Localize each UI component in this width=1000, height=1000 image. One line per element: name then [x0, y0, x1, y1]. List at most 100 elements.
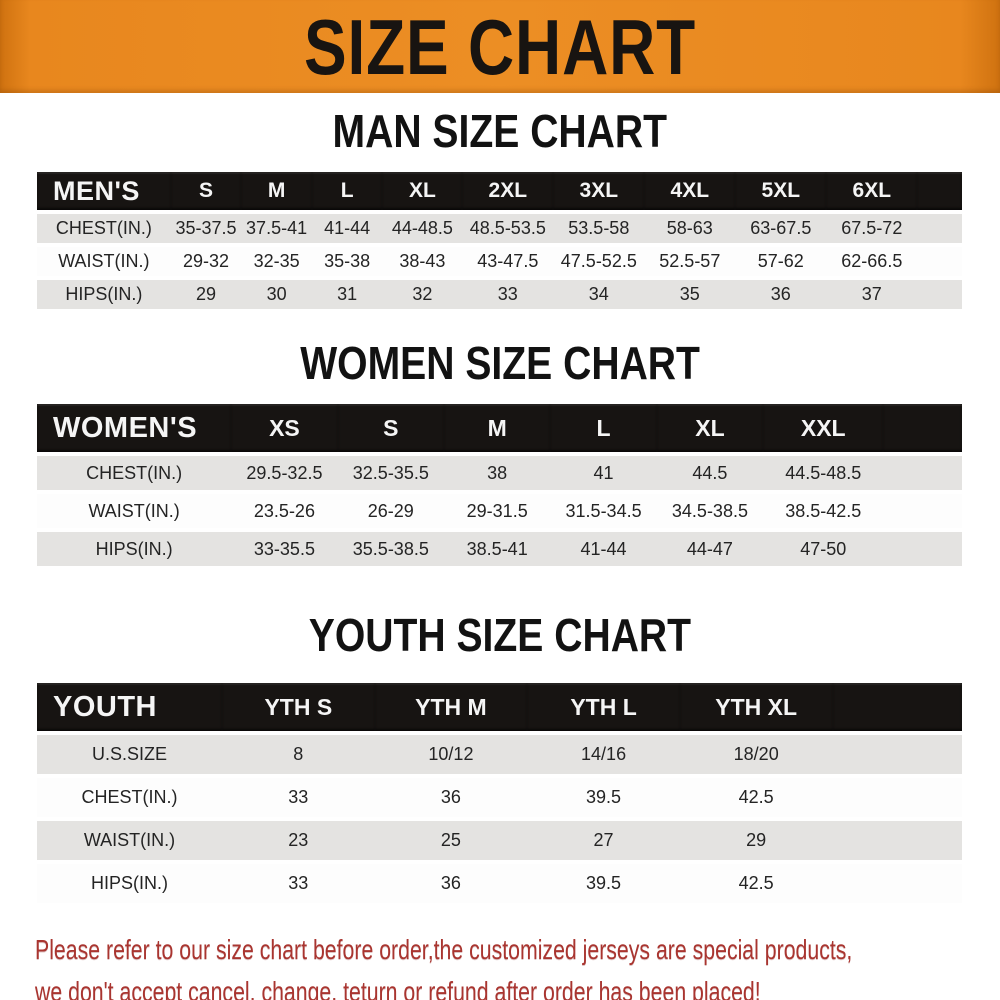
cell-value: 42.5 — [679, 864, 833, 907]
header-filler — [917, 172, 962, 214]
column-header: 6XL — [826, 172, 918, 214]
cell-value: 44.5-48.5 — [763, 456, 884, 494]
banner-title: SIZE CHART — [304, 2, 696, 91]
header-row: YOUTH YTH S YTH M YTH L YTH XL — [37, 683, 962, 735]
column-header: XL — [382, 172, 463, 214]
section-men: MAN SIZE CHART MEN'S S M L XL 2XL 3XL 4XL 5XL 6XL C… — [0, 108, 1000, 313]
youth-heading-text: YOUTH SIZE CHART — [308, 609, 692, 661]
cell-value: 27 — [527, 821, 680, 864]
women-section-heading: WOMEN SIZE CHART — [0, 340, 1000, 386]
cell-value: 25 — [374, 821, 528, 864]
cell-value: 10/12 — [374, 735, 528, 778]
row-filler — [832, 735, 962, 778]
table-row: WAIST(IN.) 29-32 32-35 35-38 38-43 43-47.5 47.… — [37, 247, 962, 280]
cell-value: 29 — [679, 821, 833, 864]
cell-value: 52.5-57 — [644, 247, 736, 280]
row-filler — [917, 247, 962, 280]
footer-note: Please refer to our size chart before or… — [35, 931, 1000, 1000]
row-label: WAIST(IN.) — [37, 494, 232, 532]
row-label: WAIST(IN.) — [37, 247, 171, 280]
cell-value: 29-32 — [170, 247, 242, 280]
cell-value: 43-47.5 — [462, 247, 554, 280]
column-header: YTH XL — [679, 683, 833, 735]
cell-value: 39.5 — [527, 864, 680, 907]
table-row: CHEST(IN.) 33 36 39.5 42.5 — [37, 778, 962, 821]
cell-value: 29 — [170, 280, 242, 313]
cell-value: 41 — [550, 456, 657, 494]
row-filler — [832, 778, 962, 821]
youth-size-table: YOUTH YTH S YTH M YTH L YTH XL U.S.SIZE 8 10/12… — [37, 683, 962, 907]
cell-value: 35 — [644, 280, 736, 313]
youth-corner-label: YOUTH — [37, 683, 222, 735]
cell-value: 26-29 — [337, 494, 444, 532]
cell-value: 8 — [222, 735, 375, 778]
cell-value: 34 — [553, 280, 645, 313]
column-header: 4XL — [644, 172, 736, 214]
cell-value: 44.5 — [656, 456, 764, 494]
women-corner-label: WOMEN'S — [37, 404, 232, 456]
women-size-table: WOMEN'S XS S M L XL XXL CHEST(IN.) 29.5-32.5 32.5… — [37, 404, 962, 570]
cell-value: 38.5-42.5 — [763, 494, 884, 532]
cell-value: 31 — [311, 280, 383, 313]
footer-line-1-text: Please refer to our size chart before or… — [35, 934, 853, 965]
row-label: WAIST(IN.) — [37, 821, 222, 864]
cell-value: 33-35.5 — [231, 532, 338, 570]
men-section-heading: MAN SIZE CHART — [0, 108, 1000, 154]
section-women: WOMEN SIZE CHART WOMEN'S XS S M L XL XXL CHEST(I… — [0, 340, 1000, 570]
cell-value: 33 — [222, 778, 375, 821]
cell-value: 39.5 — [527, 778, 680, 821]
footer-line-2: we don't accept cancel, change, teturn o… — [35, 973, 1000, 1000]
cell-value: 48.5-53.5 — [462, 214, 554, 247]
row-label: HIPS(IN.) — [37, 864, 222, 907]
cell-value: 38-43 — [382, 247, 463, 280]
row-filler — [832, 821, 962, 864]
column-header: 5XL — [735, 172, 827, 214]
cell-value: 18/20 — [679, 735, 833, 778]
men-size-table: MEN'S S M L XL 2XL 3XL 4XL 5XL 6XL CHEST(IN.) 35-37… — [37, 172, 962, 313]
cell-value: 67.5-72 — [826, 214, 918, 247]
column-header: M — [241, 172, 312, 214]
table-row: HIPS(IN.) 29 30 31 32 33 34 35 36 37 — [37, 280, 962, 313]
row-label: CHEST(IN.) — [37, 214, 171, 247]
women-heading-text: WOMEN SIZE CHART — [300, 337, 700, 389]
column-header: L — [550, 404, 657, 456]
row-label: CHEST(IN.) — [37, 778, 222, 821]
column-header: YTH L — [527, 683, 680, 735]
cell-value: 38 — [444, 456, 551, 494]
row-filler — [917, 214, 962, 247]
cell-value: 32.5-35.5 — [337, 456, 444, 494]
cell-value: 63-67.5 — [735, 214, 827, 247]
cell-value: 44-47 — [656, 532, 764, 570]
row-label: HIPS(IN.) — [37, 280, 171, 313]
column-header: L — [311, 172, 383, 214]
cell-value: 41-44 — [311, 214, 383, 247]
cell-value: 41-44 — [550, 532, 657, 570]
cell-value: 23 — [222, 821, 375, 864]
column-header: XS — [231, 404, 338, 456]
cell-value: 33 — [462, 280, 554, 313]
header-filler — [883, 404, 962, 456]
sections-container: MAN SIZE CHART MEN'S S M L XL 2XL 3XL 4XL 5XL 6XL C… — [0, 108, 1000, 907]
table-row: WAIST(IN.) 23 25 27 29 — [37, 821, 962, 864]
table-row: HIPS(IN.) 33 36 39.5 42.5 — [37, 864, 962, 907]
cell-value: 37.5-41 — [241, 214, 312, 247]
cell-value: 14/16 — [527, 735, 680, 778]
cell-value: 38.5-41 — [444, 532, 551, 570]
column-header: S — [170, 172, 242, 214]
row-filler — [917, 280, 962, 313]
cell-value: 29-31.5 — [444, 494, 551, 532]
cell-value: 36 — [735, 280, 827, 313]
cell-value: 36 — [374, 864, 528, 907]
cell-value: 35-37.5 — [170, 214, 242, 247]
table-row: HIPS(IN.) 33-35.5 35.5-38.5 38.5-41 41-44 44-… — [37, 532, 962, 570]
cell-value: 35-38 — [311, 247, 383, 280]
cell-value: 62-66.5 — [826, 247, 918, 280]
cell-value: 33 — [222, 864, 375, 907]
footer-line-2-text: we don't accept cancel, change, teturn o… — [35, 976, 761, 1000]
cell-value: 42.5 — [679, 778, 833, 821]
youth-section-heading: YOUTH SIZE CHART — [0, 612, 1000, 658]
cell-value: 35.5-38.5 — [337, 532, 444, 570]
header-row: WOMEN'S XS S M L XL XXL — [37, 404, 962, 456]
header-filler — [832, 683, 962, 735]
cell-value: 32-35 — [241, 247, 312, 280]
